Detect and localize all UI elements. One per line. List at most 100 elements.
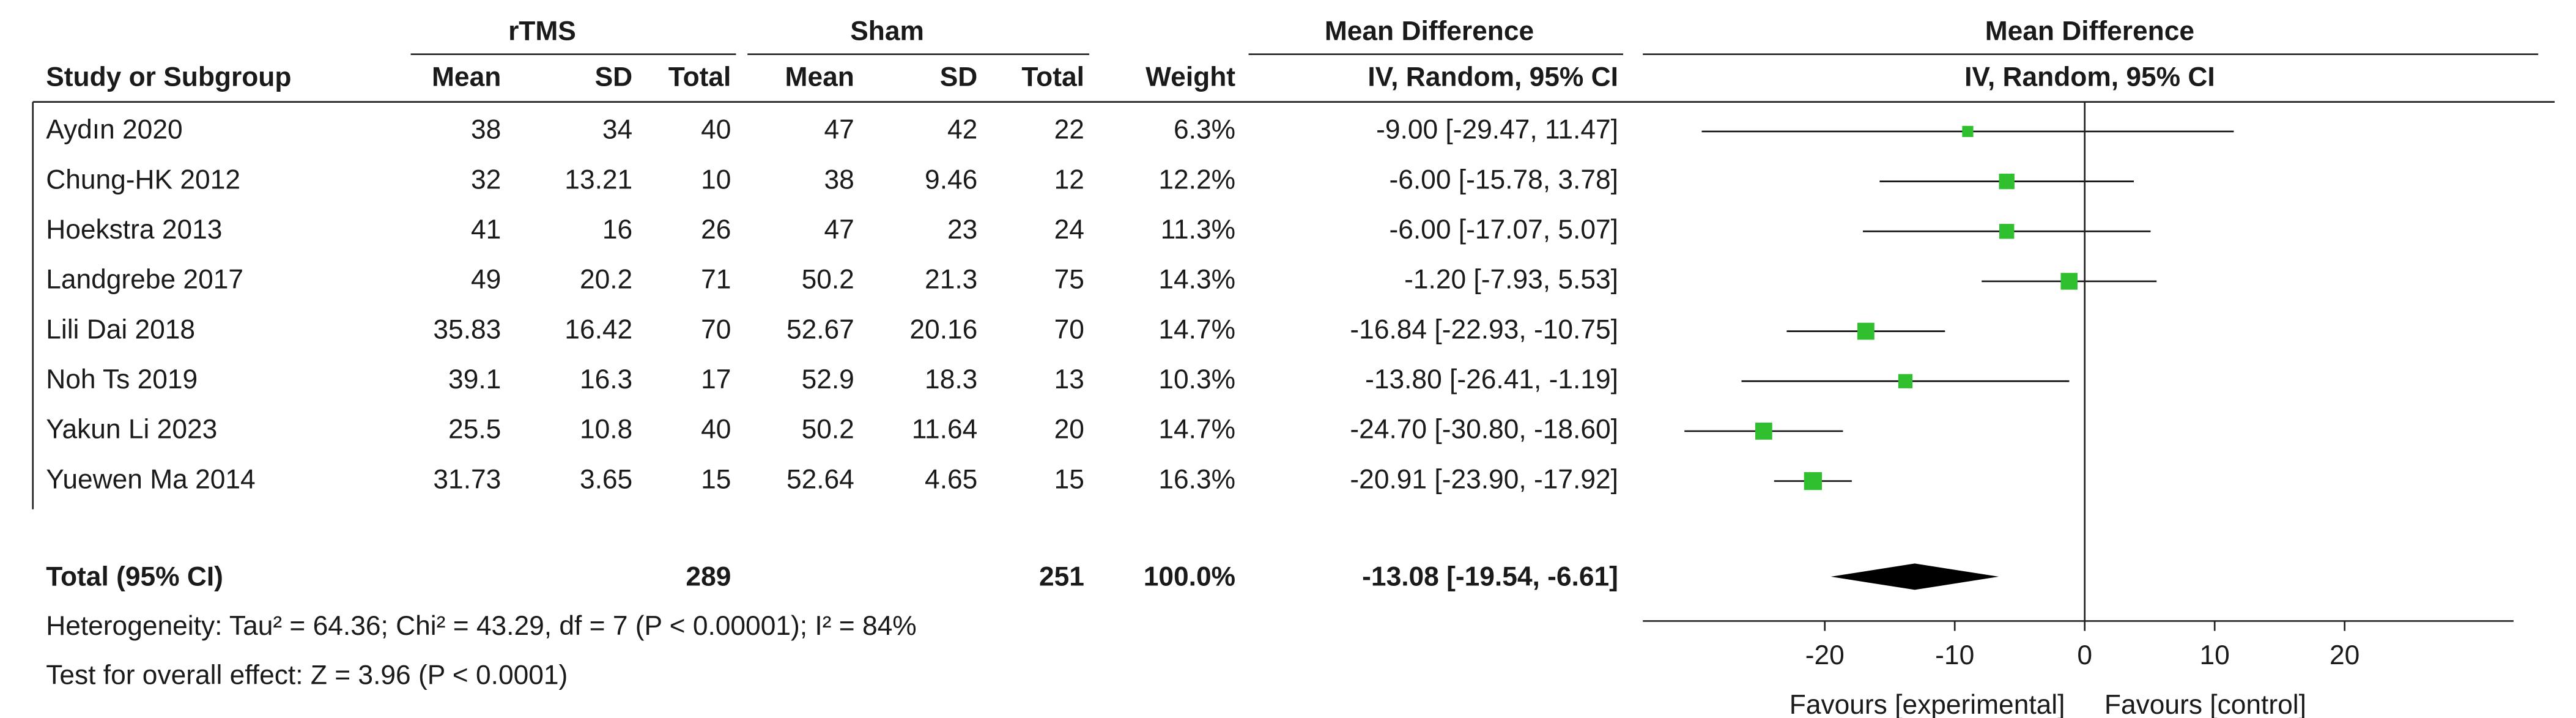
cell: 31.73: [433, 464, 501, 494]
cell: 20.16: [909, 314, 977, 344]
ci: -13.08 [-19.54, -6.61]: [1362, 561, 1618, 591]
group-header: Mean Difference: [1325, 16, 1534, 46]
cell: 38: [824, 165, 854, 194]
weight: 11.3%: [1161, 215, 1235, 245]
column-header: Mean: [432, 62, 501, 92]
weight: 6.3%: [1174, 115, 1235, 145]
cell: 52.9: [802, 365, 854, 394]
column-header: SD: [595, 62, 633, 92]
cell: 26: [701, 215, 731, 245]
study-name: Yuewen Ma 2014: [46, 464, 255, 494]
overall-effect: Test for overall effect: Z = 3.96 (P < 0…: [46, 660, 568, 690]
cell: 52.67: [786, 314, 854, 344]
weight: 14.7%: [1158, 415, 1235, 445]
cell: 50.2: [802, 415, 854, 445]
cell: 15: [1054, 464, 1084, 494]
cell: 17: [701, 365, 731, 394]
cell: 49: [471, 265, 501, 295]
cell: 24: [1054, 215, 1084, 245]
column-header: IV, Random, 95% CI: [1368, 62, 1618, 92]
column-header: Total: [668, 62, 731, 92]
cell: 40: [701, 415, 731, 445]
cell: 12: [1054, 165, 1084, 194]
weight: 10.3%: [1158, 365, 1235, 394]
plot-subheader: IV, Random, 95% CI: [1964, 62, 2215, 92]
study-name: Noh Ts 2019: [46, 365, 198, 394]
weight: 12.2%: [1158, 165, 1235, 194]
cell: 9.46: [925, 165, 977, 194]
column-header: Study or Subgroup: [46, 62, 291, 92]
cell: 251: [1039, 561, 1084, 591]
column-header: Total: [1021, 62, 1084, 92]
ci: -9.00 [-29.47, 11.47]: [1376, 115, 1618, 145]
x-tick-label: 10: [2200, 640, 2230, 670]
ci: -6.00 [-17.07, 5.07]: [1389, 215, 1618, 245]
ci: -6.00 [-15.78, 3.78]: [1389, 165, 1618, 194]
effect-marker: [1804, 472, 1823, 490]
cell: 39.1: [448, 365, 501, 394]
cell: 70: [701, 314, 731, 344]
effect-marker: [2060, 273, 2078, 290]
column-header: Mean: [785, 62, 854, 92]
favours-left: Favours [experimental]: [1790, 690, 2065, 718]
x-tick-label: 0: [2077, 640, 2092, 670]
cell: 35.83: [433, 314, 501, 344]
ci: -13.80 [-26.41, -1.19]: [1365, 365, 1618, 394]
heterogeneity: Heterogeneity: Tau² = 64.36; Chi² = 43.2…: [46, 611, 916, 641]
effect-marker: [1962, 125, 1974, 138]
study-name: Yakun Li 2023: [46, 415, 217, 445]
cell: 10.8: [580, 415, 632, 445]
weight: 16.3%: [1158, 464, 1235, 494]
group-header: rTMS: [508, 16, 576, 46]
cell: 50.2: [802, 265, 854, 295]
effect-marker: [1999, 224, 2015, 239]
weight: 100.0%: [1144, 561, 1235, 591]
cell: 21.3: [925, 265, 977, 295]
cell: 22: [1054, 115, 1084, 145]
cell: 71: [701, 265, 731, 295]
cell: 32: [471, 165, 501, 194]
column-header: SD: [940, 62, 978, 92]
cell: 25.5: [448, 415, 501, 445]
cell: 75: [1054, 265, 1084, 295]
cell: 3.65: [580, 464, 632, 494]
cell: 4.65: [925, 464, 977, 494]
study-name: Lili Dai 2018: [46, 314, 195, 344]
cell: 15: [701, 464, 731, 494]
group-header: Mean Difference: [1985, 16, 2194, 46]
cell: 289: [686, 561, 731, 591]
effect-marker: [1999, 173, 2015, 190]
effect-marker: [1857, 322, 1875, 340]
study-name: Hoekstra 2013: [46, 215, 222, 245]
ci: -20.91 [-23.90, -17.92]: [1350, 464, 1618, 494]
cell: 23: [947, 215, 977, 245]
cell: 13: [1054, 365, 1084, 394]
cell: 42: [947, 115, 977, 145]
cell: 18.3: [925, 365, 977, 394]
weight: 14.3%: [1158, 265, 1235, 295]
ci: -1.20 [-7.93, 5.53]: [1404, 265, 1618, 295]
cell: 38: [471, 115, 501, 145]
cell: 40: [701, 115, 731, 145]
ci: -16.84 [-22.93, -10.75]: [1350, 314, 1618, 344]
cell: 11.64: [912, 415, 978, 445]
x-tick-label: 20: [2330, 640, 2359, 670]
effect-marker: [1898, 374, 1913, 388]
study-name: Aydın 2020: [46, 115, 182, 145]
weight: 14.7%: [1158, 314, 1235, 344]
cell: 16.42: [564, 314, 632, 344]
group-header: Sham: [850, 16, 924, 46]
cell: 47: [824, 115, 854, 145]
x-tick-label: -20: [1805, 640, 1845, 670]
pooled-diamond: [1830, 563, 1999, 590]
column-header: Weight: [1146, 62, 1235, 92]
effect-marker: [1755, 423, 1772, 440]
study-name: Landgrebe 2017: [46, 265, 243, 295]
cell: 20: [1054, 415, 1084, 445]
cell: 10: [701, 165, 731, 194]
cell: 13.21: [564, 165, 632, 194]
cell: 34: [602, 115, 632, 145]
x-tick-label: -10: [1935, 640, 1974, 670]
study-name: Chung-HK 2012: [46, 165, 240, 194]
